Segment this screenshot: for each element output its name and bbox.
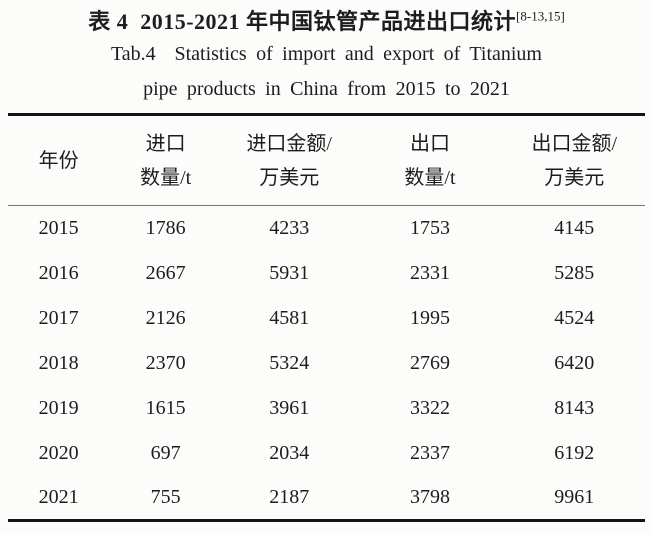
cell-export-value: 9961	[554, 485, 595, 508]
table-caption-zh-text: 表 4 2015-2021 年中国钛管产品进出口统计	[88, 9, 517, 34]
header-line: 进口	[145, 132, 186, 155]
cell-export-quantity: 3798	[409, 485, 450, 508]
table-row-2020: 2020 697 2034 2337 6192	[8, 431, 645, 476]
cell-import-value: 4233	[269, 216, 310, 239]
cell-import-quantity: 697	[150, 441, 181, 464]
cell-export-quantity: 1753	[409, 216, 450, 239]
cell-import-quantity: 1786	[145, 216, 186, 239]
col-header-year: 年份	[8, 115, 109, 206]
cell-export-quantity: 1995	[409, 306, 450, 329]
cell-import-quantity: 2126	[145, 306, 186, 329]
citation-superscript: [8-13,15]	[516, 8, 565, 24]
cell-year: 2015	[38, 216, 79, 239]
cell-export-value: 6420	[554, 351, 595, 374]
table-row-2018: 2018 2370 5324 2769 6420	[8, 341, 645, 386]
table-row-2021: 2021 755 2187 3798 9961	[8, 476, 645, 521]
cell-import-quantity: 2667	[145, 261, 186, 284]
cell-export-quantity: 2337	[409, 441, 450, 464]
cell-year: 2019	[38, 396, 79, 419]
table-caption-zh: 表 4 2015-2021 年中国钛管产品进出口统计[8-13,15]	[0, 7, 653, 37]
table-caption-en-line2: pipe products in China from 2015 to 2021	[143, 78, 510, 100]
cell-year: 2020	[38, 441, 79, 464]
table-row-2016: 2016 2667 5931 2331 5285	[8, 251, 645, 296]
cell-import-value: 5931	[269, 261, 310, 284]
cell-export-value: 4524	[554, 306, 595, 329]
cell-import-value: 4581	[269, 306, 310, 329]
cell-import-value: 5324	[269, 351, 310, 374]
import-export-table: 年份 进口 数量/t 进口金额/ 万美元 出口 数量/t 出口金额/ 万美元	[8, 113, 645, 522]
cell-import-quantity: 1615	[145, 396, 186, 419]
header-line: 万美元	[259, 166, 320, 189]
cell-import-value: 2034	[269, 441, 310, 464]
col-header-export-quantity: 出口 数量/t	[356, 115, 503, 206]
cell-export-value: 6192	[554, 441, 595, 464]
header-line: 年份	[38, 149, 79, 172]
table-row-2019: 2019 1615 3961 3322 8143	[8, 386, 645, 431]
cell-export-quantity: 2769	[409, 351, 450, 374]
col-header-import-value: 进口金额/ 万美元	[222, 115, 356, 206]
table-caption: 表 4 2015-2021 年中国钛管产品进出口统计[8-13,15] Tab.…	[0, 0, 653, 107]
table-row-2015: 2015 1786 4233 1753 4145	[8, 206, 645, 251]
cell-export-quantity: 2331	[409, 261, 450, 284]
header-line: 万美元	[544, 166, 605, 189]
cell-export-value: 4145	[554, 216, 595, 239]
header-line: 出口	[409, 132, 450, 155]
cell-export-quantity: 3322	[409, 396, 450, 419]
cell-import-quantity: 2370	[145, 351, 186, 374]
cell-export-value: 5285	[554, 261, 595, 284]
cell-year: 2017	[38, 306, 79, 329]
col-header-export-value: 出口金额/ 万美元	[504, 115, 645, 206]
cell-export-value: 8143	[554, 396, 595, 419]
cell-year: 2016	[38, 261, 79, 284]
table-row-2017: 2017 2126 4581 1995 4524	[8, 296, 645, 341]
cell-import-quantity: 755	[150, 485, 181, 508]
col-header-import-quantity: 进口 数量/t	[109, 115, 222, 206]
cell-import-value: 3961	[269, 396, 310, 419]
header-line: 出口金额/	[531, 132, 618, 155]
header-row: 年份 进口 数量/t 进口金额/ 万美元 出口 数量/t 出口金额/ 万美元	[8, 115, 645, 206]
header-line: 数量/t	[140, 166, 192, 189]
cell-year: 2018	[38, 351, 79, 374]
cell-year: 2021	[38, 485, 79, 508]
header-line: 进口金额/	[246, 132, 332, 155]
cell-import-value: 2187	[269, 485, 310, 508]
table-caption-en-line1: Tab.4 Statistics of import and export of…	[110, 43, 542, 65]
header-line: 数量/t	[404, 166, 456, 189]
